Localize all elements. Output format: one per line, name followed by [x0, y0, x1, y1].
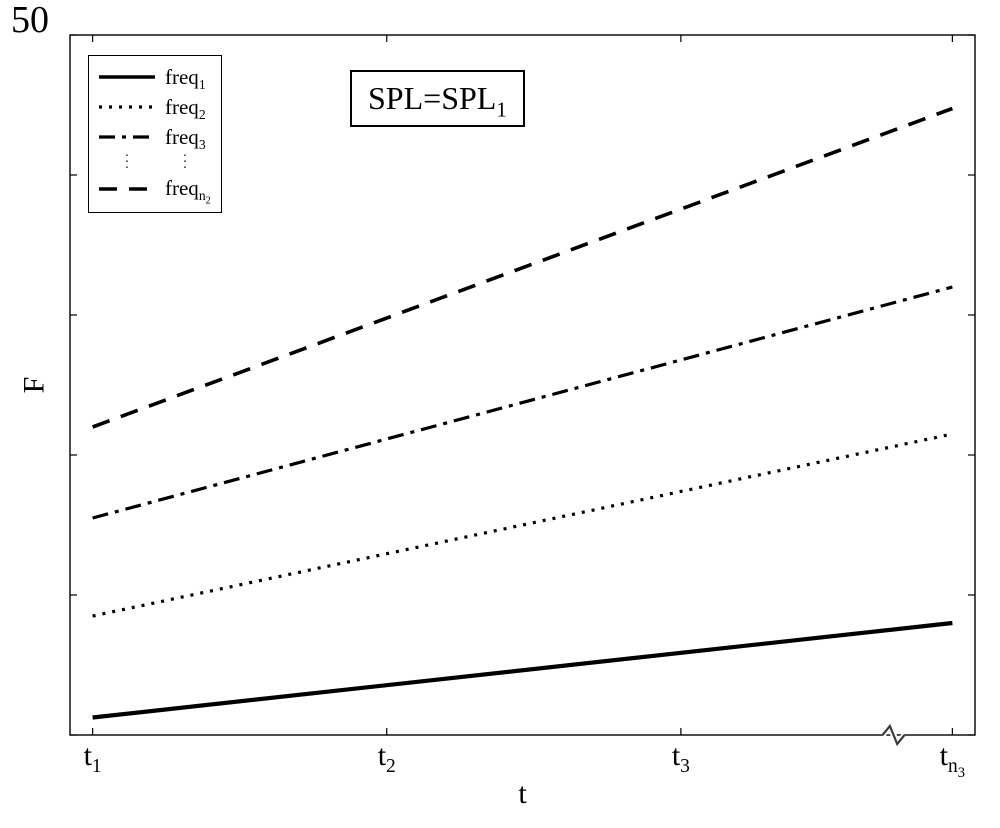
x-tick-label: t1	[84, 739, 102, 773]
x-axis-label: t	[518, 777, 526, 811]
annotation-box: SPL=SPL1	[350, 70, 525, 127]
legend-vdots: ······	[99, 152, 211, 174]
legend-label-freq1: freq1	[165, 65, 206, 90]
series-line-freq1	[93, 623, 953, 718]
figure-number: 50	[11, 0, 49, 42]
legend-swatch-freq2	[99, 100, 155, 114]
x-tick-label: t2	[378, 739, 396, 773]
legend-item-freq1: freq1	[99, 62, 211, 92]
legend-item-freq3: freq3	[99, 122, 211, 152]
legend-label-freqn2: freqn2	[165, 176, 211, 202]
legend-label-freq3: freq3	[165, 125, 206, 150]
x-tick-label: t3	[672, 739, 690, 773]
y-axis-label-text: F	[17, 377, 50, 394]
x-axis-label-text: t	[518, 777, 526, 810]
legend-item-freqn2: freqn2	[99, 174, 211, 204]
series-line-freq3	[93, 287, 953, 518]
legend: freq1 freq2 freq3······freqn2	[88, 55, 222, 213]
legend-item-freq2: freq2	[99, 92, 211, 122]
legend-label-freq2: freq2	[165, 95, 206, 120]
series-line-freq2	[93, 434, 953, 616]
annotation-sub: 1	[496, 98, 506, 121]
chart-container: 50 F t t1 t2 t3 tn3 freq1 freq2 freq3······fr…	[0, 0, 1000, 828]
legend-swatch-freq3	[99, 130, 155, 144]
figure-number-text: 50	[11, 0, 49, 41]
x-tick-label: tn3	[940, 739, 965, 773]
annotation-text: SPL=SPL	[368, 80, 496, 116]
y-axis-label: F	[17, 377, 51, 394]
legend-swatch-freqn2	[99, 182, 155, 196]
legend-swatch-freq1	[99, 70, 155, 84]
